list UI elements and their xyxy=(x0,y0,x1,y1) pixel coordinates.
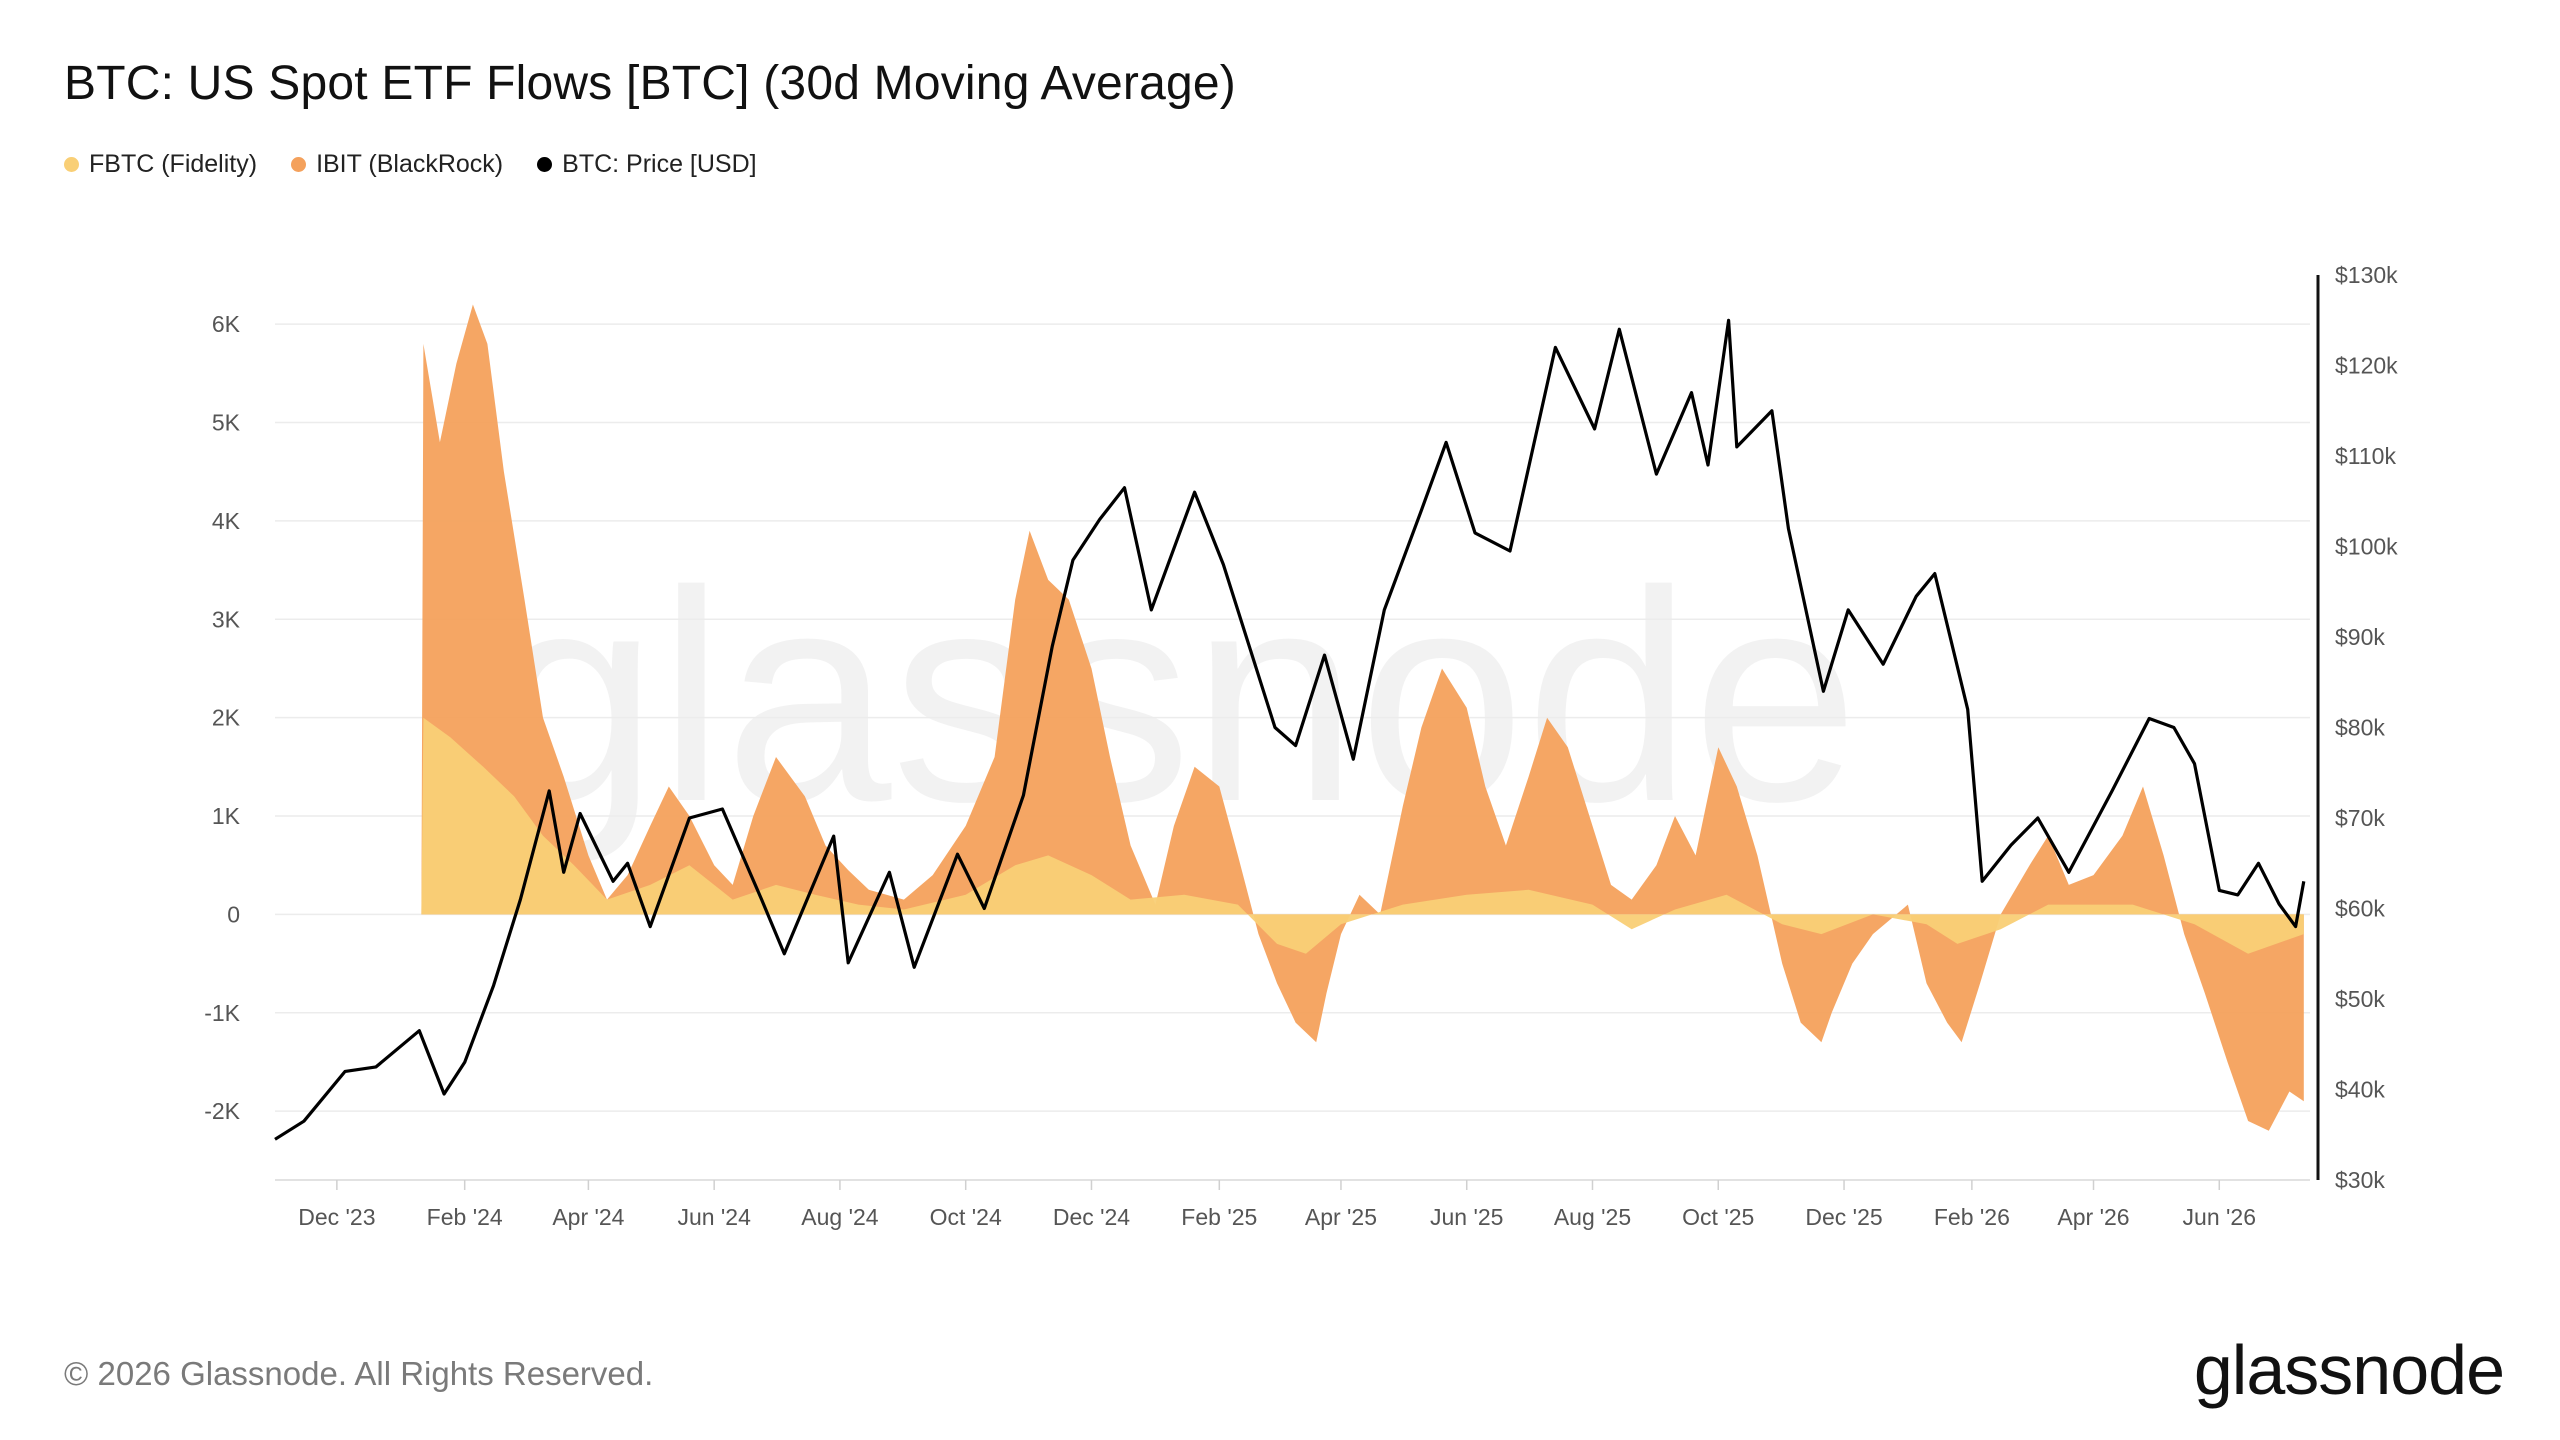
y-left-tick-label: 0 xyxy=(227,901,240,927)
y-left-tick-label: -2K xyxy=(204,1098,240,1124)
legend-item-ibit[interactable]: IBIT (BlackRock) xyxy=(291,150,503,179)
x-tick-label: Feb '26 xyxy=(1934,1204,2010,1230)
y-right-tick-label: $70k xyxy=(2335,805,2385,831)
x-tick-label: Feb '24 xyxy=(427,1204,503,1230)
legend: FBTC (Fidelity) IBIT (BlackRock) BTC: Pr… xyxy=(64,150,757,179)
y-right-tick-label: $110k xyxy=(2335,443,2396,469)
x-tick-label: Apr '26 xyxy=(2057,1204,2129,1230)
legend-dot-ibit xyxy=(291,157,307,172)
y-right-tick-label: $80k xyxy=(2335,715,2385,741)
chart-title: BTC: US Spot ETF Flows [BTC] (30d Moving… xyxy=(64,57,1236,110)
x-tick-label: Aug '25 xyxy=(1554,1204,1631,1230)
y-right-tick-label: $50k xyxy=(2335,986,2385,1012)
y-left-tick-label: 2K xyxy=(212,705,241,731)
y-right-tick-label: $120k xyxy=(2335,353,2398,379)
x-tick-label: Dec '23 xyxy=(298,1204,375,1230)
legend-item-fbtc[interactable]: FBTC (Fidelity) xyxy=(64,150,257,179)
y-left-tick-label: 1K xyxy=(212,803,241,829)
x-tick-label: Dec '24 xyxy=(1053,1204,1130,1230)
legend-item-btc-price[interactable]: BTC: Price [USD] xyxy=(537,150,757,179)
x-tick-label: Dec '25 xyxy=(1805,1204,1882,1230)
glassnode-logo: glassnode xyxy=(2193,1331,2505,1409)
legend-label-fbtc: FBTC (Fidelity) xyxy=(89,150,258,178)
x-tick-label: Apr '25 xyxy=(1305,1204,1377,1230)
legend-dot-btc-price xyxy=(537,157,553,172)
x-tick-label: Oct '24 xyxy=(930,1204,1002,1230)
y-right-tick-label: $100k xyxy=(2335,534,2398,560)
y-left-tick-label: 5K xyxy=(212,410,241,436)
flow-areas xyxy=(421,304,2304,1131)
legend-label-ibit: IBIT (BlackRock) xyxy=(316,150,504,178)
y-right-tick-label: $60k xyxy=(2335,896,2385,922)
y-right-tick-label: $90k xyxy=(2335,624,2385,650)
axes: -2K -1K 0 1K 2K 3K 4K 5K 6K $30k $40k $50k $60k $70k $… xyxy=(204,262,2398,1230)
x-tick-label: Apr '24 xyxy=(552,1204,624,1230)
copyright-footer: © 2026 Glassnode. All Rights Reserved. xyxy=(64,1355,654,1392)
y-right-tick-label: $40k xyxy=(2335,1077,2385,1103)
x-tick-label: Jun '24 xyxy=(677,1204,751,1230)
price-line-group xyxy=(274,318,2306,1141)
x-tick-label: Oct '25 xyxy=(1682,1204,1754,1230)
x-tick-label: Feb '25 xyxy=(1181,1204,1257,1230)
legend-label-btc-price: BTC: Price [USD] xyxy=(562,150,757,178)
x-tick-label: Jun '25 xyxy=(1430,1204,1503,1230)
btc-price-line xyxy=(274,318,2306,1141)
y-left-tick-label: 4K xyxy=(212,508,241,534)
y-left-tick-label: -1K xyxy=(204,1000,240,1026)
y-right-tick-label: $30k xyxy=(2335,1167,2385,1193)
x-tick-label: Jun '26 xyxy=(2183,1204,2256,1230)
y-left-tick-label: 3K xyxy=(212,606,241,632)
y-left-tick-label: 6K xyxy=(212,311,241,337)
x-tick-label: Aug '24 xyxy=(801,1204,878,1230)
legend-dot-fbtc xyxy=(64,157,79,172)
y-right-tick-label: $130k xyxy=(2335,262,2398,288)
